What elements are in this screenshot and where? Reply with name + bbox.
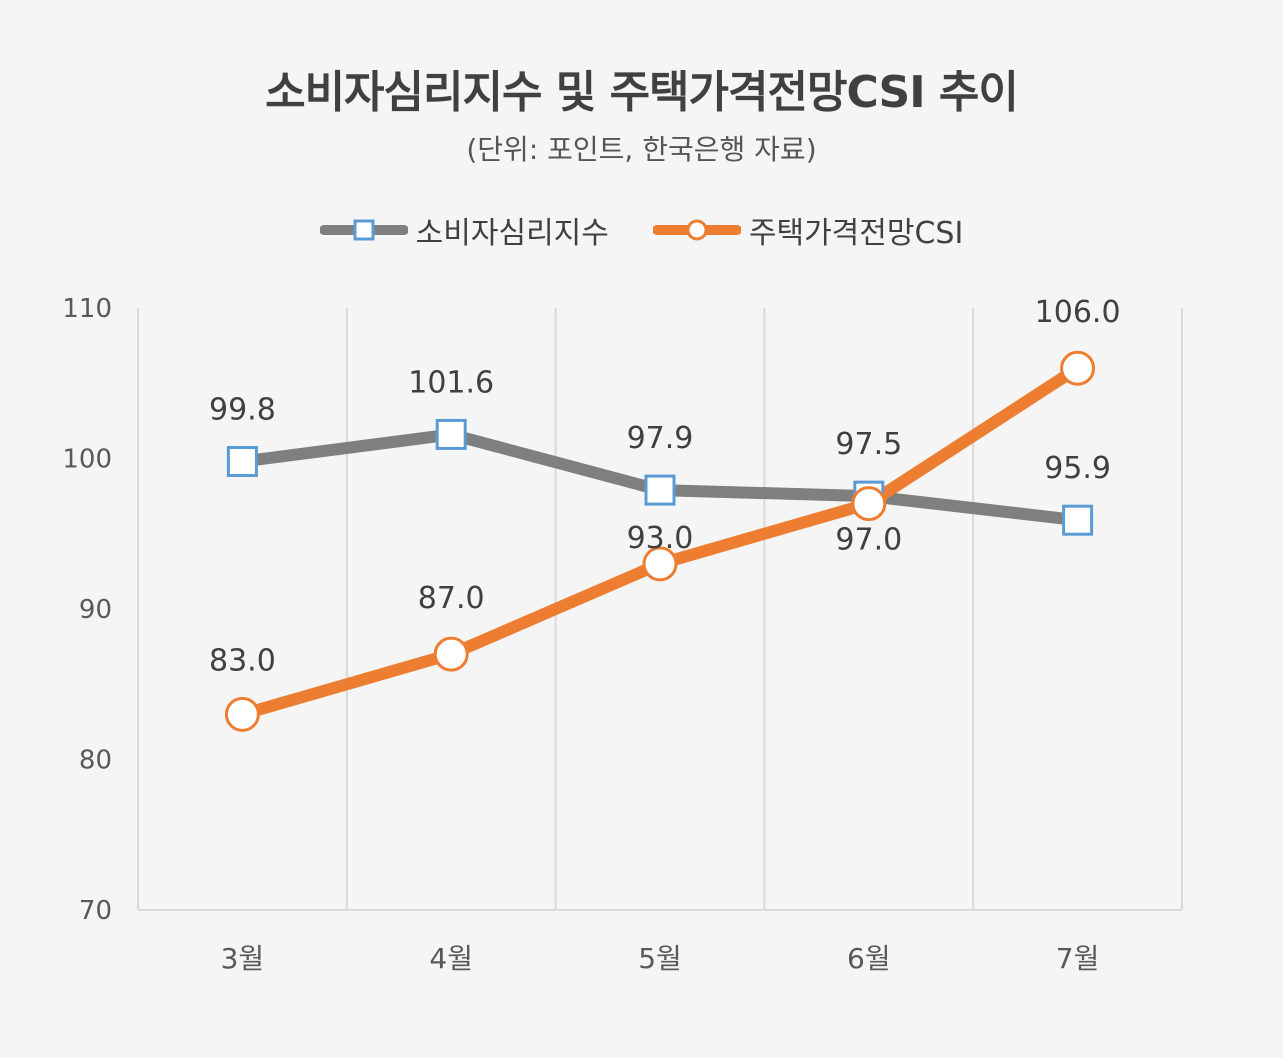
y-tick-label: 80 [79, 746, 112, 776]
consumer-point [226, 446, 258, 478]
legend-housing-line-icon [652, 219, 741, 241]
legend-label-consumer: 소비자심리지수 [415, 216, 609, 251]
legend-label-housing: 주택가격전망CSI [748, 216, 964, 251]
consumer-data-label: 97.9 [627, 421, 694, 456]
y-tick-label: 70 [79, 896, 112, 926]
housing-point [224, 696, 260, 732]
housing-data-label: 87.0 [418, 581, 485, 616]
housing-point [851, 486, 887, 522]
legend-consumer-line-icon [319, 219, 408, 241]
housing-data-label: 97.0 [835, 523, 902, 558]
legend-item-consumer: 소비자심리지수 [319, 208, 609, 252]
consumer-point [1062, 504, 1094, 536]
x-tick-label: 4월 [429, 942, 473, 975]
consumer-point [435, 418, 467, 450]
consumer-data-label: 99.8 [209, 393, 276, 428]
housing-data-label: 106.0 [1035, 295, 1121, 330]
consumer-point [644, 474, 676, 506]
housing-point [433, 636, 469, 672]
consumer-data-label: 101.6 [408, 365, 494, 400]
legend: 소비자심리지수 주택가격전망CSI [0, 208, 1283, 252]
y-tick-label: 100 [62, 445, 112, 475]
x-tick-label: 7월 [1056, 942, 1100, 975]
consumer-data-label: 95.9 [1044, 451, 1111, 486]
housing-point [642, 546, 678, 582]
consumer-data-label: 97.5 [835, 427, 902, 462]
housing-data-label: 83.0 [209, 643, 276, 678]
legend-item-housing: 주택가격전망CSI [652, 208, 964, 252]
y-tick-label: 110 [62, 294, 112, 324]
housing-point [1060, 350, 1096, 386]
x-tick-label: 6월 [847, 942, 891, 975]
chart-subtitle: (단위: 포인트, 한국은행 자료) [466, 133, 817, 166]
x-tick-label: 5월 [638, 942, 682, 975]
y-tick-label: 90 [79, 595, 112, 625]
chart-title: 소비자심리지수 및 주택가격전망CSI 추이 [265, 67, 1019, 118]
housing-data-label: 93.0 [627, 521, 694, 556]
x-tick-label: 3월 [221, 942, 265, 975]
